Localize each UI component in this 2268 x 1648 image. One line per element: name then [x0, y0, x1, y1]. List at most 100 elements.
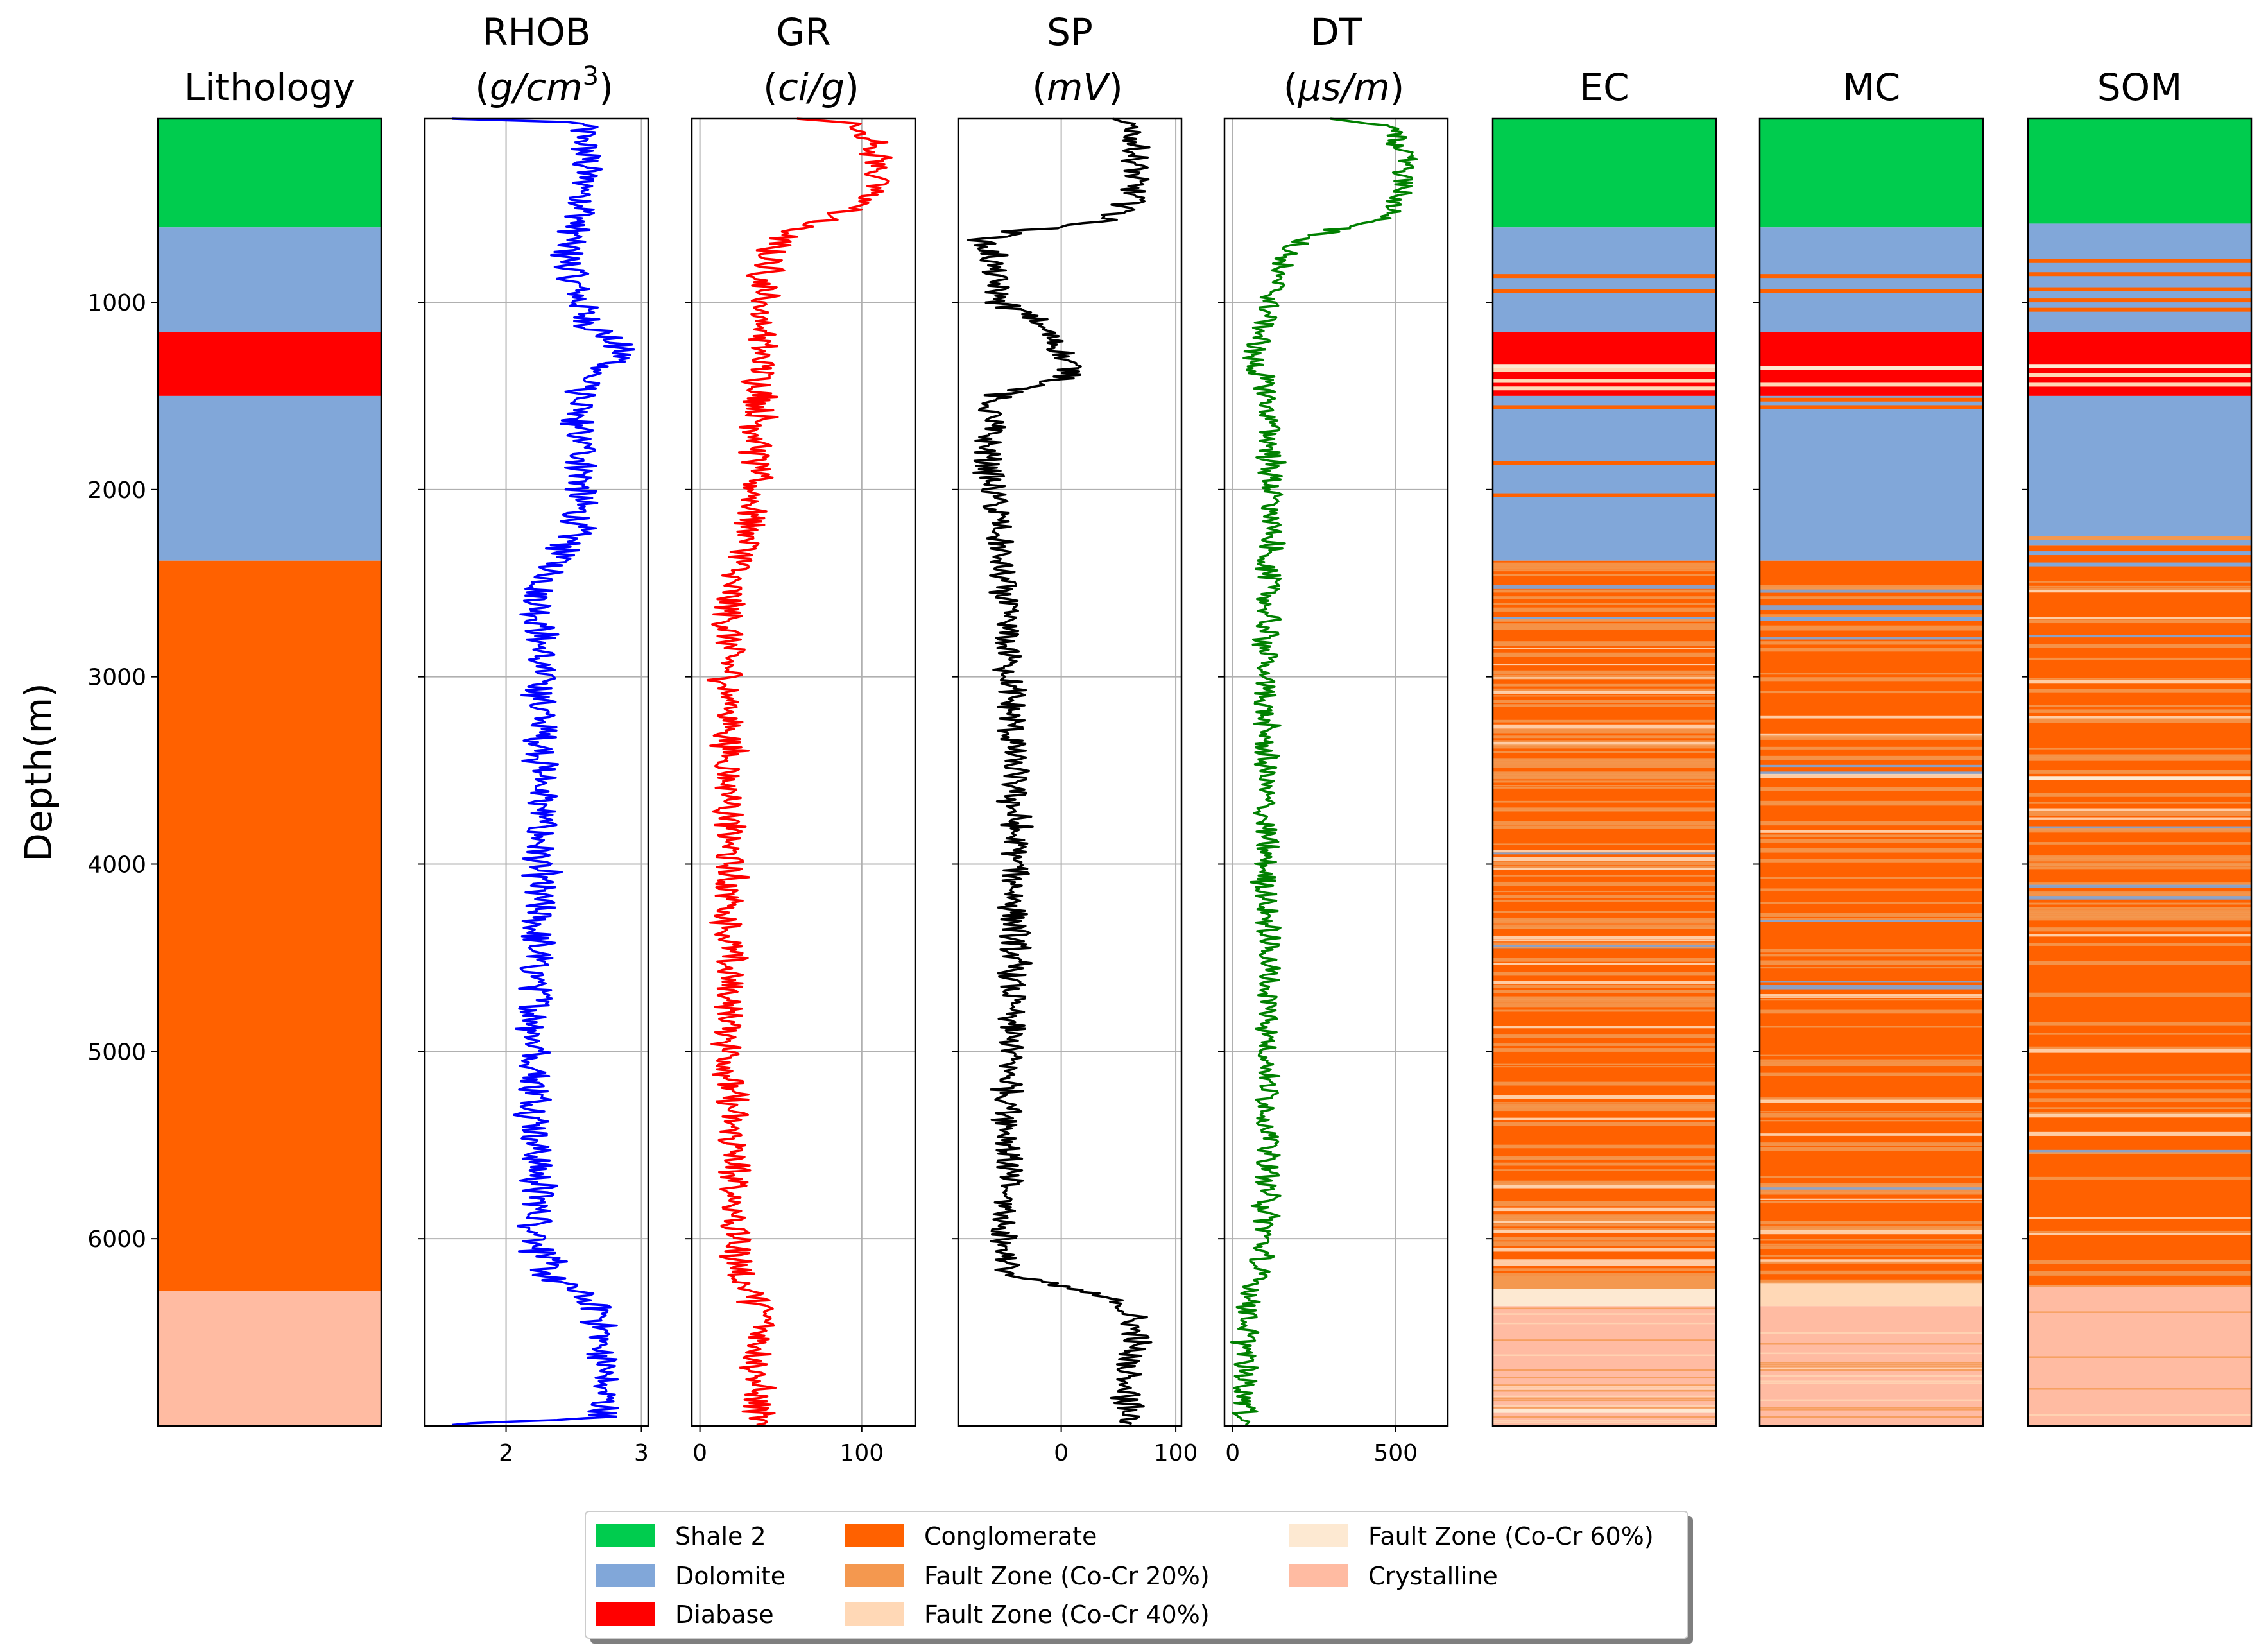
x-tick-label: 0 [692, 1440, 707, 1466]
thin-layer [1493, 825, 1716, 829]
rhob-frame [424, 117, 649, 1427]
thin-layer [1493, 364, 1716, 368]
thin-layer [1760, 1198, 1983, 1200]
thin-layer [1493, 776, 1716, 780]
thin-layer [1760, 673, 1983, 675]
thin-layer [1493, 944, 1716, 949]
thin-layer [1493, 780, 1716, 783]
thin-layer [1493, 641, 1716, 644]
thin-layer [2028, 644, 2251, 648]
thin-layer [2028, 828, 2251, 833]
thin-layer [1493, 652, 1716, 657]
thin-layer [1760, 1072, 1983, 1076]
log-track-sp [958, 117, 1181, 1426]
thin-layer [1760, 625, 1983, 628]
interval-dolomite [2028, 223, 2251, 332]
thin-layer [1493, 972, 1716, 974]
thin-layer [1493, 895, 1716, 898]
legend-swatch [845, 1524, 904, 1547]
thin-layer [2028, 590, 2251, 593]
interval-shale-2 [158, 119, 381, 228]
thin-layer [2028, 812, 2251, 816]
thin-layer [1760, 839, 1983, 843]
thin-layer [1493, 1034, 1716, 1038]
thin-layer [1760, 953, 1983, 957]
thin-layer [1760, 1279, 1983, 1284]
thin-layer [1760, 1225, 1983, 1230]
thin-layer [2028, 705, 2251, 707]
thin-layer [1760, 994, 1983, 997]
thin-layer [1760, 1230, 1983, 1235]
thin-layer [1493, 1144, 1716, 1149]
thin-layer [1493, 957, 1716, 961]
thin-layer [2028, 893, 2251, 898]
thin-layer [1493, 677, 1716, 679]
thin-layer [2028, 882, 2251, 886]
thin-layer [1493, 1214, 1716, 1218]
thin-layer [2028, 689, 2251, 693]
thin-layer [2028, 891, 2251, 895]
thin-layer [2028, 1033, 2251, 1035]
thin-layer [1760, 913, 1983, 917]
thin-layer [2028, 1049, 2251, 1053]
log-track-gr [692, 117, 915, 1427]
thin-layer [1760, 1366, 1983, 1368]
thin-layer [2028, 817, 2251, 820]
thin-layer [1493, 289, 1716, 293]
thin-layer [1493, 728, 1716, 734]
thin-layer [2028, 585, 2251, 588]
thin-layer [1493, 935, 1716, 940]
thin-layer [1493, 691, 1716, 694]
thin-layer [1493, 1122, 1716, 1126]
thin-layer [2028, 657, 2251, 660]
thin-layer [1493, 1273, 1716, 1275]
thin-layer [1493, 924, 1716, 929]
thin-layer [1760, 787, 1983, 791]
thin-layer [1493, 674, 1716, 680]
classification-track-ec [1493, 119, 1716, 1426]
legend-entry: Crystalline [1368, 1562, 1498, 1590]
thin-layer [2028, 793, 2251, 797]
thin-layer [1493, 405, 1716, 409]
thin-layer [2028, 1356, 2251, 1358]
thin-layer [1493, 1259, 1716, 1262]
thin-layer [1760, 1183, 1983, 1187]
thin-layer [1493, 1275, 1716, 1279]
thin-layer [1760, 1009, 1983, 1014]
thin-layer [1760, 1147, 1983, 1151]
thin-layer [1493, 1420, 1716, 1422]
gr-curve [706, 117, 893, 1427]
thin-layer [1493, 960, 1716, 962]
thin-layer [2028, 373, 2251, 377]
lithology-title: Lithology [184, 65, 355, 109]
thin-layer [1760, 585, 1983, 589]
interval-crystalline [158, 1291, 381, 1426]
thin-layer [1493, 981, 1716, 985]
thin-layer [2028, 551, 2251, 556]
thin-layer [1493, 940, 1716, 942]
thin-layer [1493, 1026, 1716, 1029]
thin-layer [1493, 809, 1716, 812]
thin-layer [1493, 1377, 1716, 1379]
thin-layer [1493, 1223, 1716, 1227]
thin-layer [1760, 628, 1983, 631]
x-tick-label: 500 [1373, 1440, 1418, 1466]
thin-layer [1493, 1106, 1716, 1112]
thin-layer [2028, 272, 2251, 277]
interval-shale-2 [1760, 119, 1983, 228]
thin-layer [2028, 864, 2251, 867]
thin-layer [1760, 859, 1983, 863]
thin-layer [1760, 289, 1983, 293]
interval-dolomite [2028, 395, 2251, 546]
thin-layer [1760, 1261, 1983, 1264]
thin-layer [1493, 1386, 1716, 1388]
thin-layer [1760, 1367, 1983, 1369]
thin-layer [1493, 589, 1716, 593]
thin-layer [1760, 1059, 1983, 1061]
thin-layer [1493, 1162, 1716, 1166]
legend-entry: Shale 2 [675, 1522, 766, 1550]
thin-layer [1493, 625, 1716, 630]
thin-layer [1493, 771, 1716, 775]
lithology-frame [157, 117, 382, 1427]
thin-layer [1493, 1104, 1716, 1108]
